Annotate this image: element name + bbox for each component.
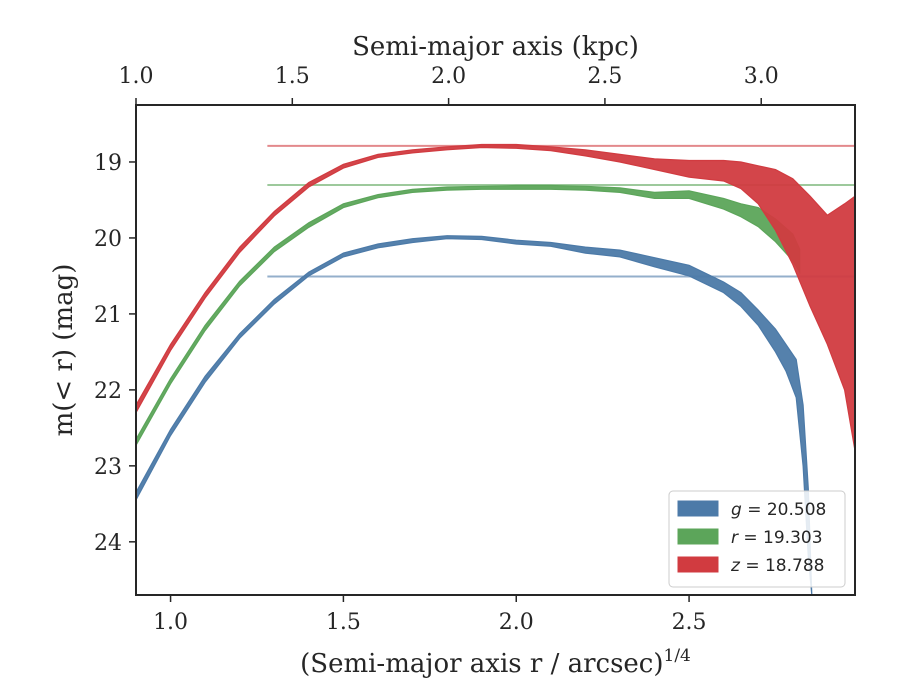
legend-label-g: g = 20.508: [731, 500, 826, 520]
legend-band: g: [731, 500, 742, 520]
legend-value: = 19.303: [738, 528, 823, 548]
legend-swatch-g: [677, 500, 719, 517]
top-x-tick-label: 2.0: [431, 64, 466, 89]
series-r: [136, 183, 855, 447]
y-tick-label: 21: [94, 303, 122, 328]
top-x-tick-label: 2.5: [587, 64, 622, 89]
x-axis-title: (Semi-major axis r / arcsec)1/4: [300, 646, 691, 679]
x-tick-label: 1.0: [153, 610, 188, 635]
x-tick-label: 1.5: [326, 610, 361, 635]
top-axis-title: Semi-major axis (kpc): [352, 32, 639, 62]
legend-label-z: z = 18.788: [730, 556, 824, 576]
y-tick-label: 20: [94, 227, 122, 252]
plot-frame: [135, 104, 856, 596]
y-tick-label: 19: [94, 151, 122, 176]
band-z: [136, 143, 855, 451]
series-layer: [136, 143, 855, 595]
x-axis-title-text: (Semi-major axis r / arcsec): [300, 649, 663, 679]
y-axis-title: m(< r) (mag): [49, 264, 79, 437]
legend-swatch-z: [677, 556, 719, 573]
y-tick-label: 22: [94, 379, 122, 404]
legend-value: = 20.508: [742, 500, 827, 520]
x-tick-label: 2.0: [499, 610, 534, 635]
legend-label-r: r = 19.303: [731, 528, 823, 548]
y-tick-label: 24: [94, 531, 122, 556]
legend-band: z: [730, 556, 741, 576]
x-axis-title-exponent: 1/4: [664, 646, 691, 666]
legend-swatch-r: [677, 528, 719, 545]
ticks-layer: 1.0 1.5 2.0 2.5 1.0 1.5 2.0 2.5 3.0 19 20 21 22 23 24: [94, 64, 779, 635]
top-x-tick-label: 1.0: [119, 64, 154, 89]
y-tick-label: 23: [94, 455, 122, 480]
band-r: [136, 184, 801, 447]
top-x-tick-label: 3.0: [744, 64, 779, 89]
legend-value: = 18.788: [740, 556, 825, 576]
x-tick-label: 2.5: [672, 610, 707, 635]
series-z: [136, 143, 855, 451]
legend-band: r: [731, 528, 739, 548]
top-x-tick-label: 1.5: [275, 64, 310, 89]
